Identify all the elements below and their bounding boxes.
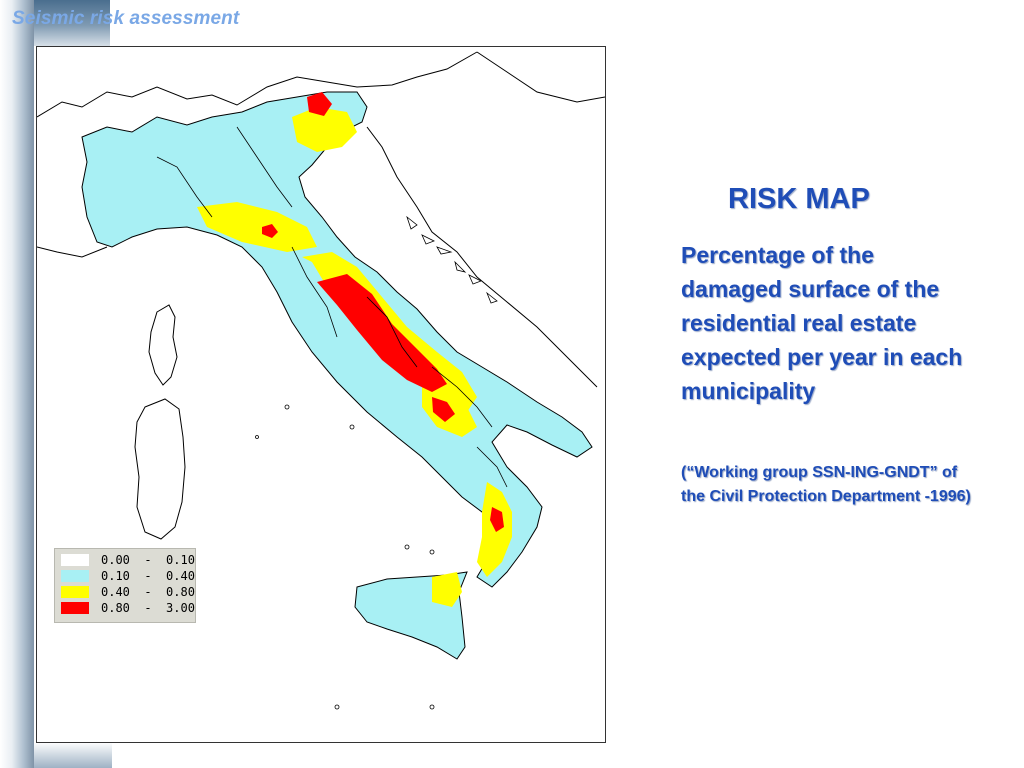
sardinia-outline [134,398,186,540]
legend-swatch [61,586,89,598]
french-coast [37,246,108,258]
legend-range-label: 0.40 - 0.80 [101,585,195,599]
left-decorative-bar [0,0,34,768]
high-risk-zone-central [317,274,447,392]
italy-map-svg [37,51,605,710]
source-note: (“Working group SSN-ING-GNDT” of the Civ… [681,464,971,505]
high-risk-zone-friuli [307,92,332,116]
slide-title: Seismic risk assessment [12,8,240,29]
legend-row: 0.10 - 0.40 [61,569,195,583]
high-risk-zone-tuscany [262,224,278,238]
italy-mainland [81,91,593,588]
map-legend: 0.00 - 0.10 0.10 - 0.40 0.40 - 0.80 0.80… [54,548,196,623]
eastern-alps-border [476,51,605,103]
hazard-zone-northeast [292,107,357,152]
hazard-zone-sicily-east [432,572,462,607]
legend-swatch [61,570,89,582]
upper-decorative-block [34,0,110,46]
legend-row: 0.00 - 0.10 [61,553,195,567]
adriatic-east-coast [366,126,598,388]
legend-range-label: 0.80 - 3.00 [101,601,195,615]
legend-range-label: 0.10 - 0.40 [101,569,195,583]
legend-swatch [61,554,89,566]
corsica-outline [148,304,178,386]
high-risk-zone-irpinia [432,397,455,422]
legend-row: 0.40 - 0.80 [61,585,195,599]
lower-decorative-block [34,742,112,768]
hazard-zone-emilia [197,202,317,252]
risk-map [36,46,606,743]
northern-border-line [37,51,478,118]
risk-map-heading: RISK MAP [728,183,870,215]
high-risk-zone-calabria [490,507,504,532]
legend-swatch [61,602,89,614]
legend-range-label: 0.00 - 0.10 [101,553,195,567]
legend-row: 0.80 - 3.00 [61,601,195,615]
risk-map-description: Percentage of the damaged surface of the… [681,242,963,404]
hazard-zone-calabria [477,482,512,577]
